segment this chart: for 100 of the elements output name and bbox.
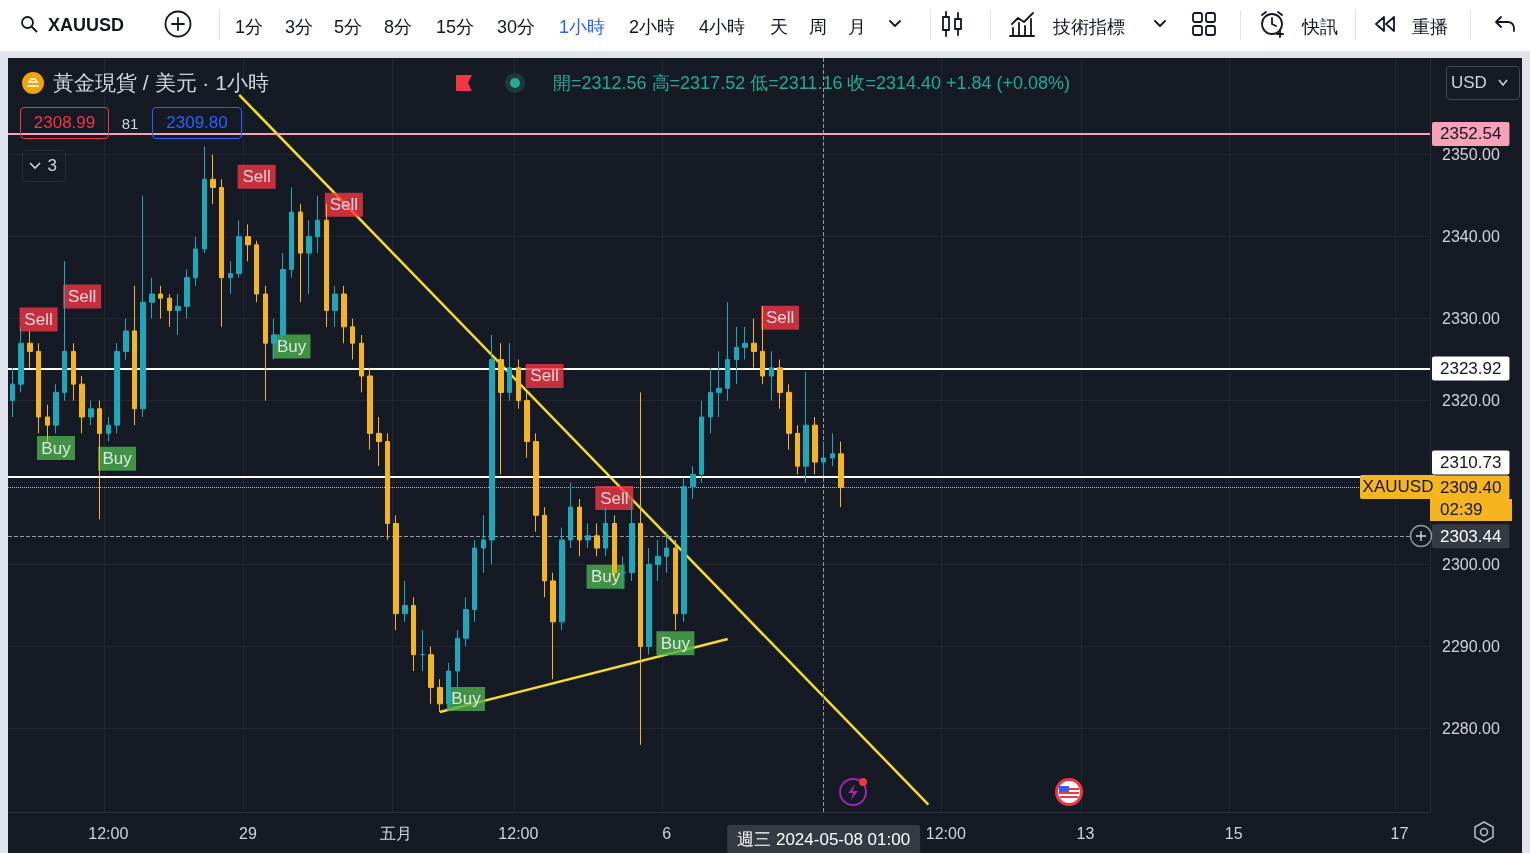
candlestick xyxy=(437,678,443,713)
candlestick xyxy=(664,531,669,574)
candlestick xyxy=(428,645,434,705)
text: 開=2312.56 高=2317.52 低=2311.16 收=2314.40 +1.84 (+0.08%) xyxy=(553,73,1071,93)
y-tick-label: 2350.00 xyxy=(1442,146,1500,164)
candlestick xyxy=(106,416,111,443)
candlestick xyxy=(167,293,172,328)
y-tick-label: 2300.00 xyxy=(1442,555,1500,573)
candlestick xyxy=(332,285,338,328)
ref-line-label: 2323.92 xyxy=(1440,358,1502,378)
candlestick xyxy=(202,146,207,254)
text: XAUUSD xyxy=(47,15,125,36)
candlestick xyxy=(690,465,696,500)
annotation: 81 xyxy=(120,113,140,134)
candlestick xyxy=(673,539,678,631)
candlestick xyxy=(734,326,739,385)
candlestick xyxy=(420,629,425,672)
candlestick xyxy=(79,375,85,434)
candlestick xyxy=(193,236,198,287)
text: 1分 xyxy=(234,16,264,39)
candlestick xyxy=(324,203,329,328)
candlestick xyxy=(376,416,382,467)
candlestick xyxy=(629,498,635,582)
candlestick xyxy=(298,203,303,303)
candlestick xyxy=(53,383,59,434)
candlestick xyxy=(27,330,33,369)
candlestick xyxy=(742,326,748,361)
candlestick xyxy=(542,506,547,598)
candlestick xyxy=(769,350,774,402)
candlestick xyxy=(646,547,652,656)
candlestick xyxy=(550,572,556,680)
x-tick-label: 五月 xyxy=(380,824,413,842)
candlestick xyxy=(568,482,573,549)
candlestick xyxy=(812,416,818,475)
candlestick xyxy=(341,285,347,344)
annotation: 2308.99 xyxy=(20,107,109,139)
candlestick xyxy=(18,326,24,393)
candlestick xyxy=(716,350,722,418)
x-tick-label: 6 xyxy=(662,824,672,842)
candlestick xyxy=(507,342,512,402)
candlestick xyxy=(489,334,495,565)
ref-line-label: 2310.73 xyxy=(1440,452,1502,472)
candlestick xyxy=(306,219,312,295)
candlestick xyxy=(725,301,730,402)
candlestick xyxy=(472,539,477,623)
candlestick xyxy=(402,580,408,623)
candlestick xyxy=(289,186,294,279)
candlestick xyxy=(498,342,504,475)
candlestick xyxy=(210,154,216,205)
candlestick xyxy=(236,219,242,279)
x-tick-label: 29 xyxy=(239,824,257,842)
text: 1小時 xyxy=(558,16,606,39)
text: 15分 xyxy=(435,16,475,39)
candlestick xyxy=(585,523,591,549)
candlestick xyxy=(760,305,765,385)
candlestick xyxy=(411,596,416,672)
candlestick xyxy=(803,371,809,484)
text: 周 xyxy=(809,16,827,39)
candlestick xyxy=(62,260,67,402)
x-tick-label: 13 xyxy=(1076,824,1095,842)
x-tick-label: 12:00 xyxy=(88,824,129,842)
y-tick-label: 2330.00 xyxy=(1442,310,1500,328)
candlestick xyxy=(777,359,783,410)
candlestick xyxy=(140,195,146,418)
text: USD xyxy=(1446,66,1520,100)
candlestick xyxy=(245,223,251,262)
candlestick xyxy=(603,506,608,557)
candlestick xyxy=(123,318,129,361)
candlestick xyxy=(219,178,224,328)
x-tick-label: 15 xyxy=(1224,824,1243,842)
candlestick xyxy=(455,629,460,688)
text: 8分 xyxy=(383,16,413,39)
candlestick xyxy=(577,498,582,557)
candlestick xyxy=(149,277,155,320)
candlestick xyxy=(699,400,704,484)
candlestick xyxy=(524,391,530,459)
candlestick xyxy=(175,293,181,336)
candlestick xyxy=(751,318,757,369)
candlestick xyxy=(158,285,163,320)
candlestick xyxy=(594,523,600,557)
candlestick xyxy=(184,268,190,320)
text: 技術指標 xyxy=(1053,16,1125,39)
annotation: 2309.80 xyxy=(152,107,242,139)
ref-line-label: 2309.40 xyxy=(1440,477,1502,497)
candlestick xyxy=(367,367,373,451)
text: 2小時 xyxy=(628,16,676,39)
annotation: 3 xyxy=(22,150,66,182)
x-tick-label: 12:00 xyxy=(925,824,966,842)
candlestick xyxy=(254,240,259,303)
x-tick-label: 週三 2024-05-08 01:00 xyxy=(737,830,911,849)
candlestick xyxy=(655,539,661,582)
candlestick xyxy=(350,318,355,361)
candlestick xyxy=(681,477,687,623)
ref-line-label: 2303.44 xyxy=(1440,526,1502,546)
candlestick xyxy=(821,441,826,475)
text: 快訊 xyxy=(1302,16,1338,39)
y-tick-label: 2320.00 xyxy=(1442,392,1500,410)
candlestick xyxy=(481,514,486,574)
candlestick xyxy=(786,383,792,451)
candlestick xyxy=(559,527,565,631)
